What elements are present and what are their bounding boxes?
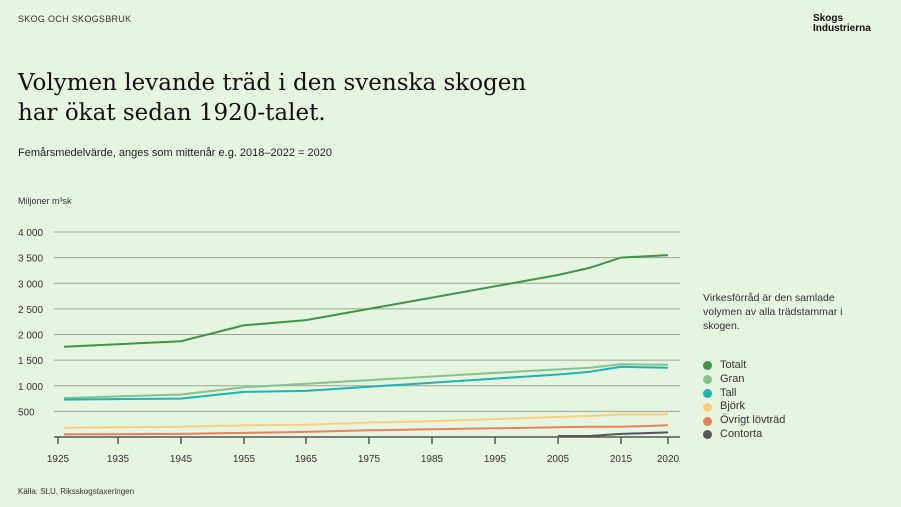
- y-tick-label: 2 000: [18, 331, 43, 342]
- legend-label: Björk: [720, 400, 746, 413]
- legend-item: Gran: [703, 373, 785, 387]
- y-tick-label: 4 000: [18, 228, 43, 239]
- source: Källa: SLU, Riksskogstaxeringen: [18, 487, 135, 496]
- legend-dot-icon: [703, 375, 712, 385]
- x-tick-label: 1965: [295, 454, 318, 465]
- legend-item: Contorta: [703, 428, 785, 442]
- legend-dot-icon: [703, 416, 712, 426]
- section-label: SKOG OCH SKOGSBRUK: [18, 14, 132, 24]
- y-axis-label: Miljoner m³sk: [18, 196, 72, 206]
- legend-item: Tall: [703, 387, 785, 401]
- y-tick-label: 2 500: [18, 305, 43, 316]
- legend-label: Contorta: [720, 427, 763, 440]
- x-tick-label: 1995: [484, 454, 507, 465]
- series-line-totalt: [63, 254, 669, 348]
- legend-dot-icon: [703, 388, 712, 398]
- page-title: Volymen levande träd i den svenska skoge…: [18, 68, 526, 128]
- skogsindustrierna-logo: Skogs Industrierna: [813, 13, 871, 34]
- legend-dot-icon: [703, 361, 712, 371]
- legend-label: Tall: [720, 386, 737, 399]
- subtitle: Femårsmedelvärde, anges som mittenår e.g…: [18, 147, 332, 159]
- title-line: Volymen levande träd i den svenska skoge…: [18, 70, 527, 96]
- y-tick-label: 1 500: [18, 356, 43, 367]
- y-tick-label: 500: [18, 407, 35, 418]
- legend-dot-icon: [703, 430, 712, 440]
- x-tick-label: 1955: [233, 454, 256, 465]
- series-line-tall: [63, 365, 669, 401]
- legend-dot-icon: [703, 402, 712, 412]
- legend: Totalt Gran Tall Björk Övrigt lövträd Contort…: [703, 359, 785, 442]
- legend-label: Gran: [720, 372, 745, 385]
- series-line-gran: [63, 363, 669, 400]
- chart-note: Virkesförråd är den samlade volymen av a…: [703, 292, 843, 332]
- legend-item: Björk: [703, 400, 785, 414]
- series-line-övrigt-lövträd: [63, 424, 669, 436]
- x-tick-label: 2005: [547, 454, 570, 465]
- legend-label: Totalt: [720, 359, 747, 371]
- title-line: har ökat sedan 1920-talet.: [18, 100, 326, 126]
- series-line-björk: [63, 413, 668, 429]
- x-tick-label: 1985: [421, 454, 444, 465]
- x-tick-label: 1935: [107, 454, 130, 465]
- x-tick-label: 1975: [358, 454, 381, 465]
- legend-item: Övrigt lövträd: [703, 414, 785, 428]
- x-tick-label: 2015: [610, 454, 633, 465]
- legend-label: Övrigt lövträd: [720, 414, 786, 427]
- x-tick-label: 1945: [170, 454, 193, 465]
- x-tick-label: 1925: [47, 454, 70, 465]
- series-line-contorta: [558, 431, 669, 437]
- legend-item: Totalt: [703, 359, 785, 373]
- y-tick-label: 3 500: [18, 254, 43, 265]
- x-tick-label: 2020: [657, 454, 680, 465]
- y-tick-label: 3 000: [18, 279, 43, 290]
- y-tick-label: 1 000: [18, 382, 43, 393]
